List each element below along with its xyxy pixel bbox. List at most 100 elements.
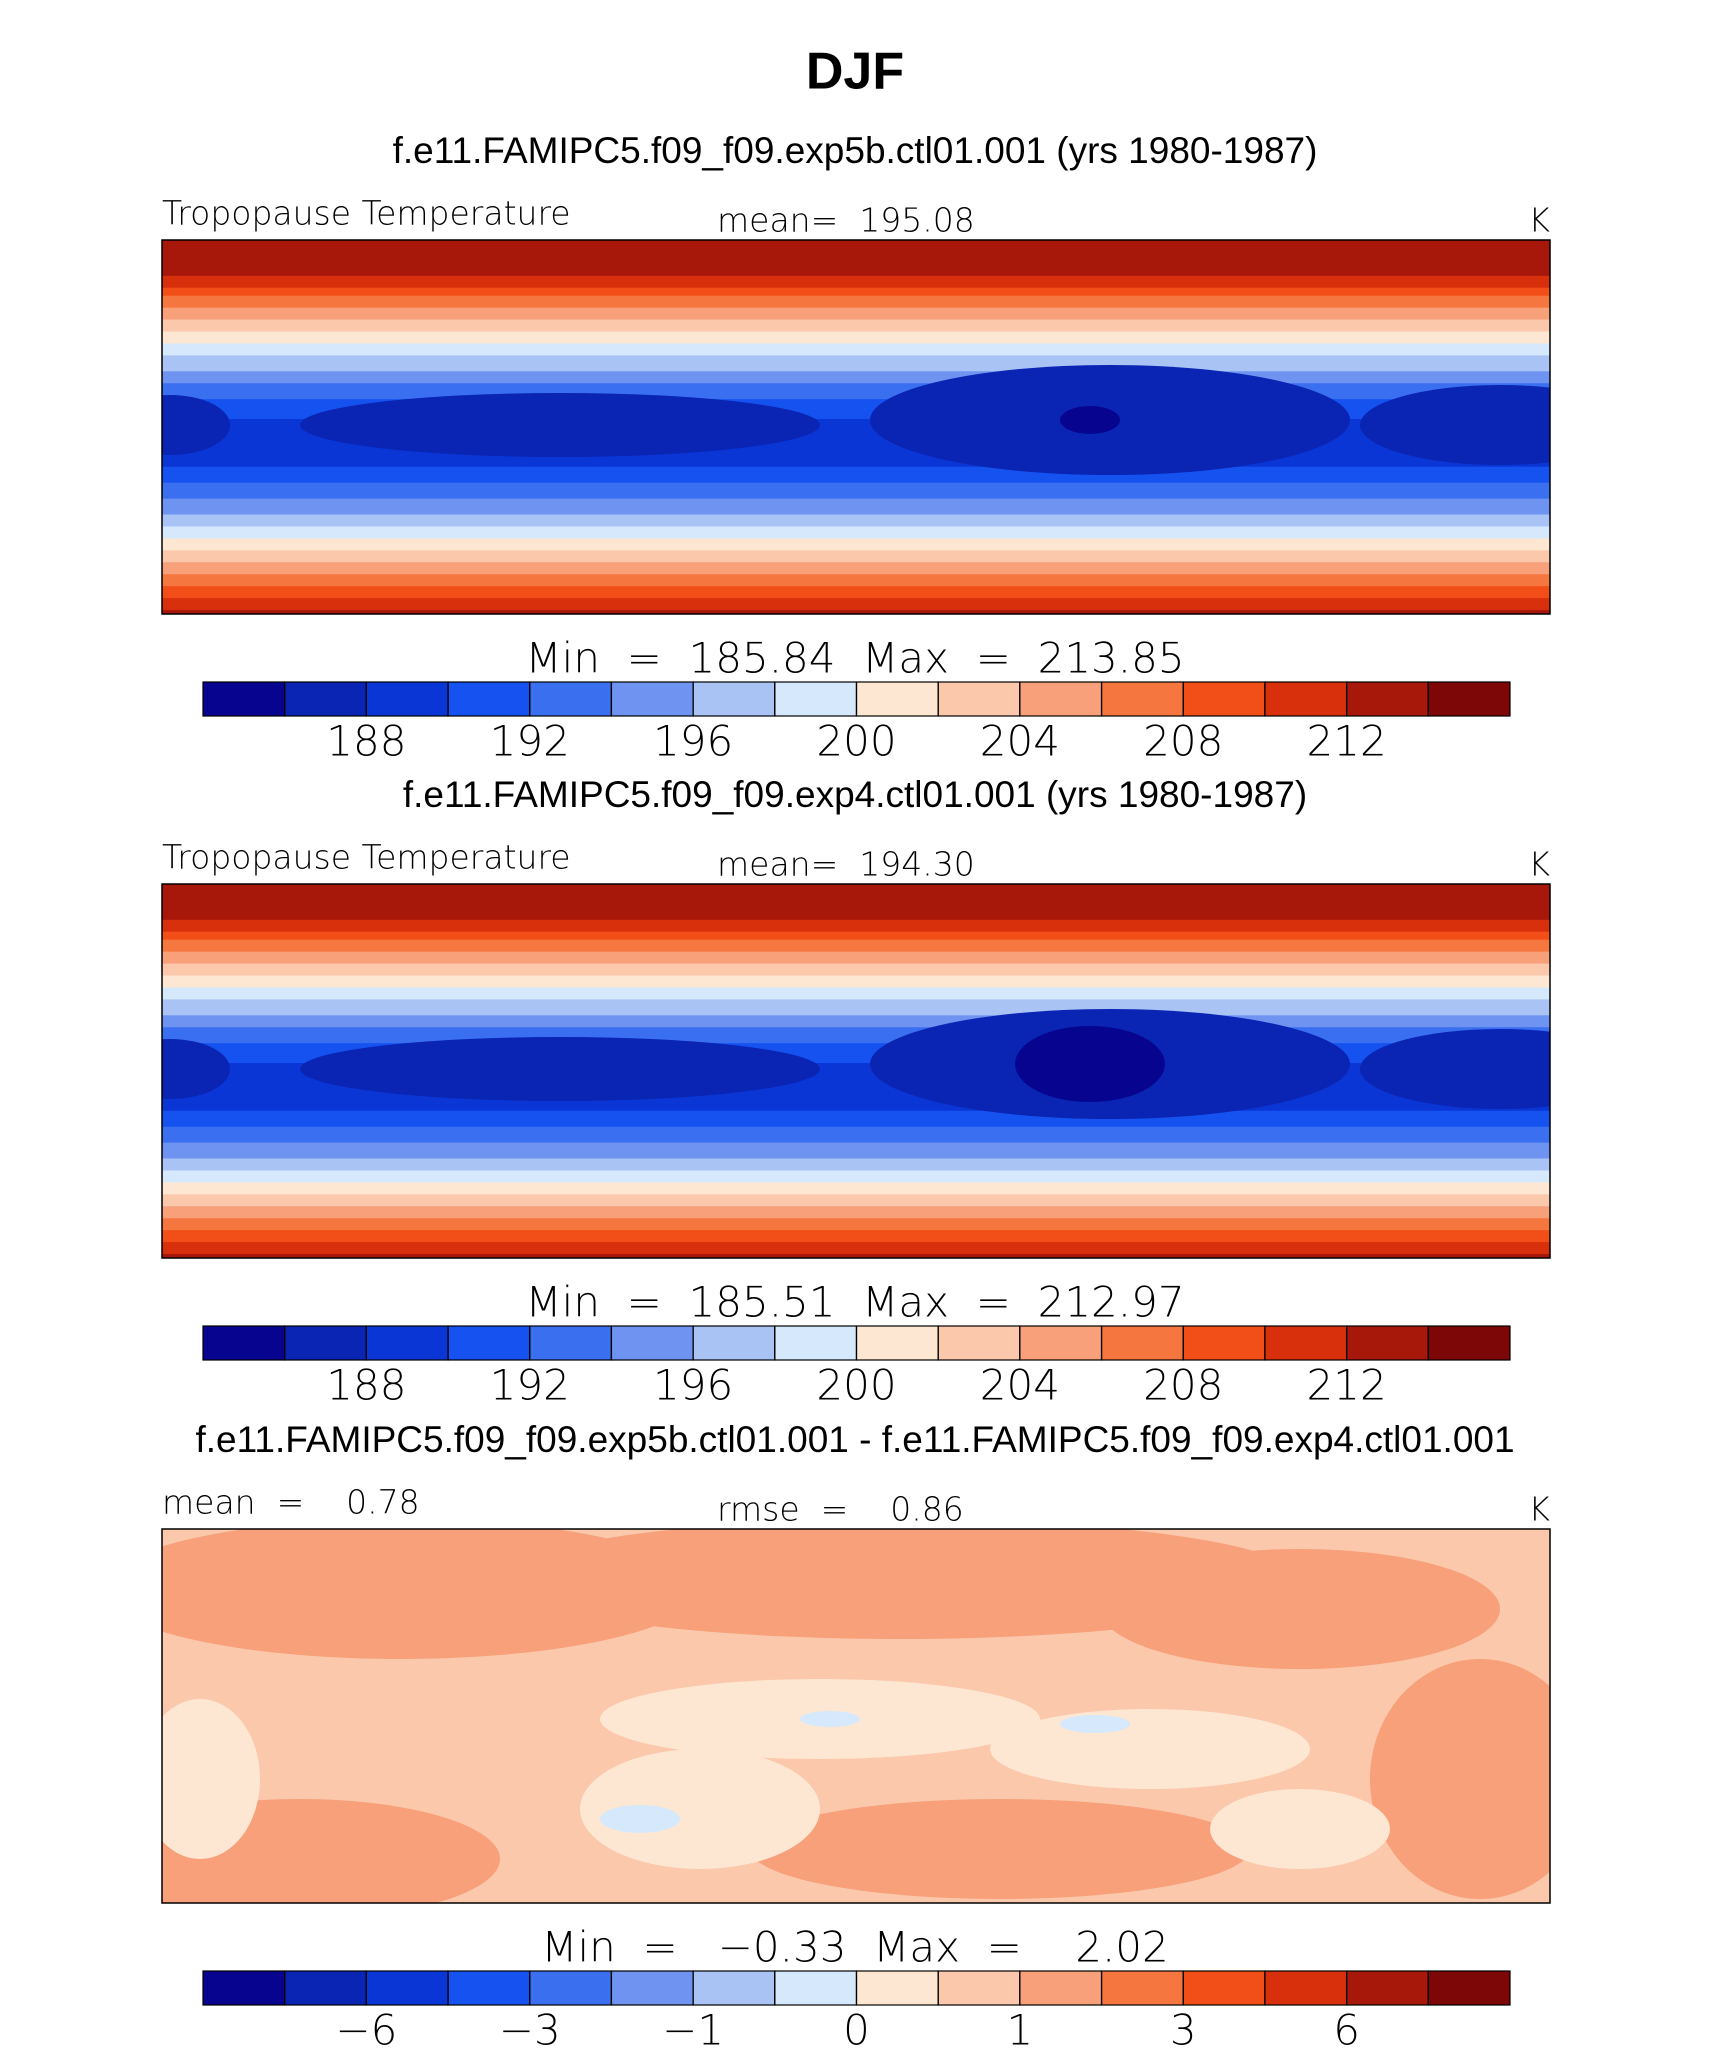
colorbar-box	[529, 1325, 613, 1361]
contour-patch	[1100, 1549, 1500, 1669]
contour-band	[162, 1051, 1550, 1056]
colorbar-box	[1427, 681, 1511, 717]
contour-band	[162, 1074, 1550, 1080]
contour-band	[162, 411, 1550, 416]
colorbar-box	[774, 681, 858, 717]
contour-band	[162, 359, 1550, 364]
panel-left-label: mean = 0.78	[162, 1483, 420, 1522]
contour-band	[162, 1090, 1550, 1096]
contour-patch	[990, 1709, 1310, 1789]
colorbar-box	[610, 681, 694, 717]
contour-band	[162, 884, 1550, 889]
contour-blob	[1360, 1029, 1550, 1109]
contour-band	[162, 303, 1550, 309]
colorbar-box	[855, 681, 939, 717]
contour-band	[162, 931, 1550, 937]
contour-patch	[1060, 1715, 1130, 1733]
colorbar-tick-label: 188	[326, 1361, 406, 1410]
contour-band	[162, 1158, 1550, 1164]
contour-band	[162, 891, 1550, 897]
contour-band	[162, 1067, 1550, 1072]
contour-band	[162, 446, 1550, 452]
contour-band	[162, 991, 1550, 997]
contour-band	[162, 546, 1550, 551]
colorbar-box	[1182, 1970, 1266, 2006]
colorbar-box	[529, 681, 613, 717]
contour-band	[162, 1146, 1550, 1152]
contour-band	[162, 598, 1550, 603]
contour-band	[162, 1003, 1550, 1008]
contour-band	[162, 1226, 1550, 1231]
contour-band	[162, 339, 1550, 345]
colorbar-box	[610, 1325, 694, 1361]
colorbar-tick-label: 204	[980, 717, 1060, 766]
contour-band	[162, 514, 1550, 520]
colorbar-box	[529, 1970, 613, 2006]
colorbar-box	[1346, 681, 1429, 717]
contour-band	[162, 586, 1550, 591]
colorbar-box	[1182, 681, 1266, 717]
colorbar-tick-label: 200	[816, 717, 896, 766]
contour-band	[162, 550, 1550, 555]
contour-band	[162, 975, 1550, 981]
colorbar-tick-label: 192	[490, 717, 570, 766]
contour-band	[162, 999, 1550, 1004]
contour-band	[162, 1118, 1550, 1124]
colorbar-box	[284, 1325, 367, 1361]
contour-band	[162, 538, 1550, 543]
contour-band	[162, 1182, 1550, 1187]
contour-band	[162, 355, 1550, 360]
contour-band	[162, 347, 1550, 353]
colorbar-box	[937, 1970, 1021, 2006]
contour-band	[162, 327, 1550, 333]
panel-center-label: mean= 194.30	[717, 845, 975, 884]
colorbar-box	[365, 1970, 449, 2006]
contour-band	[162, 919, 1550, 925]
contour-band	[162, 395, 1550, 400]
colorbar-box	[937, 681, 1021, 717]
colorbar-tick-label: 204	[980, 1361, 1060, 1410]
contour-band	[162, 1178, 1550, 1184]
colorbar-tick-label: 192	[490, 1361, 570, 1410]
contour-band	[162, 319, 1550, 325]
colorbar-box	[774, 1325, 858, 1361]
colorbar-box	[202, 681, 286, 717]
colorbar-box	[1100, 1325, 1184, 1361]
contour-band	[162, 307, 1550, 313]
contour-band	[162, 566, 1550, 571]
contour-band	[162, 1098, 1550, 1104]
contour-band	[162, 526, 1550, 532]
contour-band	[162, 943, 1550, 949]
contour-band	[162, 1194, 1550, 1199]
contour-band	[162, 562, 1550, 567]
colorbar-tick-label: 200	[816, 1361, 896, 1410]
contour-band	[162, 1059, 1550, 1064]
contour-band	[162, 267, 1550, 273]
contour-blob	[1015, 1026, 1165, 1102]
contour-band	[162, 1023, 1550, 1028]
contours	[162, 240, 1550, 614]
contour-blob	[300, 1037, 820, 1101]
map-frame	[161, 239, 1551, 615]
contour-band	[162, 1202, 1550, 1207]
contour-patch	[162, 1699, 260, 1859]
contour-band	[162, 1082, 1550, 1088]
panel-subtitle: f.e11.FAMIPC5.f09_f09.exp5b.ctl01.001 - …	[195, 1419, 1514, 1460]
contour-band	[162, 466, 1550, 472]
min-max-label: Min = −0.33 Max = 2.02	[541, 1923, 1169, 1972]
contour-band	[162, 903, 1550, 909]
contour-band	[162, 311, 1550, 317]
colorbar-box	[447, 681, 531, 717]
contour-band	[162, 454, 1550, 460]
min-max-label: Min = 185.84 Max = 213.85	[525, 634, 1184, 683]
contour-band	[162, 498, 1550, 504]
contour-band	[162, 399, 1550, 404]
contour-band	[162, 1150, 1550, 1156]
contour-band	[162, 474, 1550, 480]
contour-band	[162, 510, 1550, 516]
contour-band	[162, 1007, 1550, 1012]
colorbar-box	[202, 1970, 286, 2006]
map-field	[162, 884, 1550, 1258]
contour-band	[162, 1011, 1550, 1016]
